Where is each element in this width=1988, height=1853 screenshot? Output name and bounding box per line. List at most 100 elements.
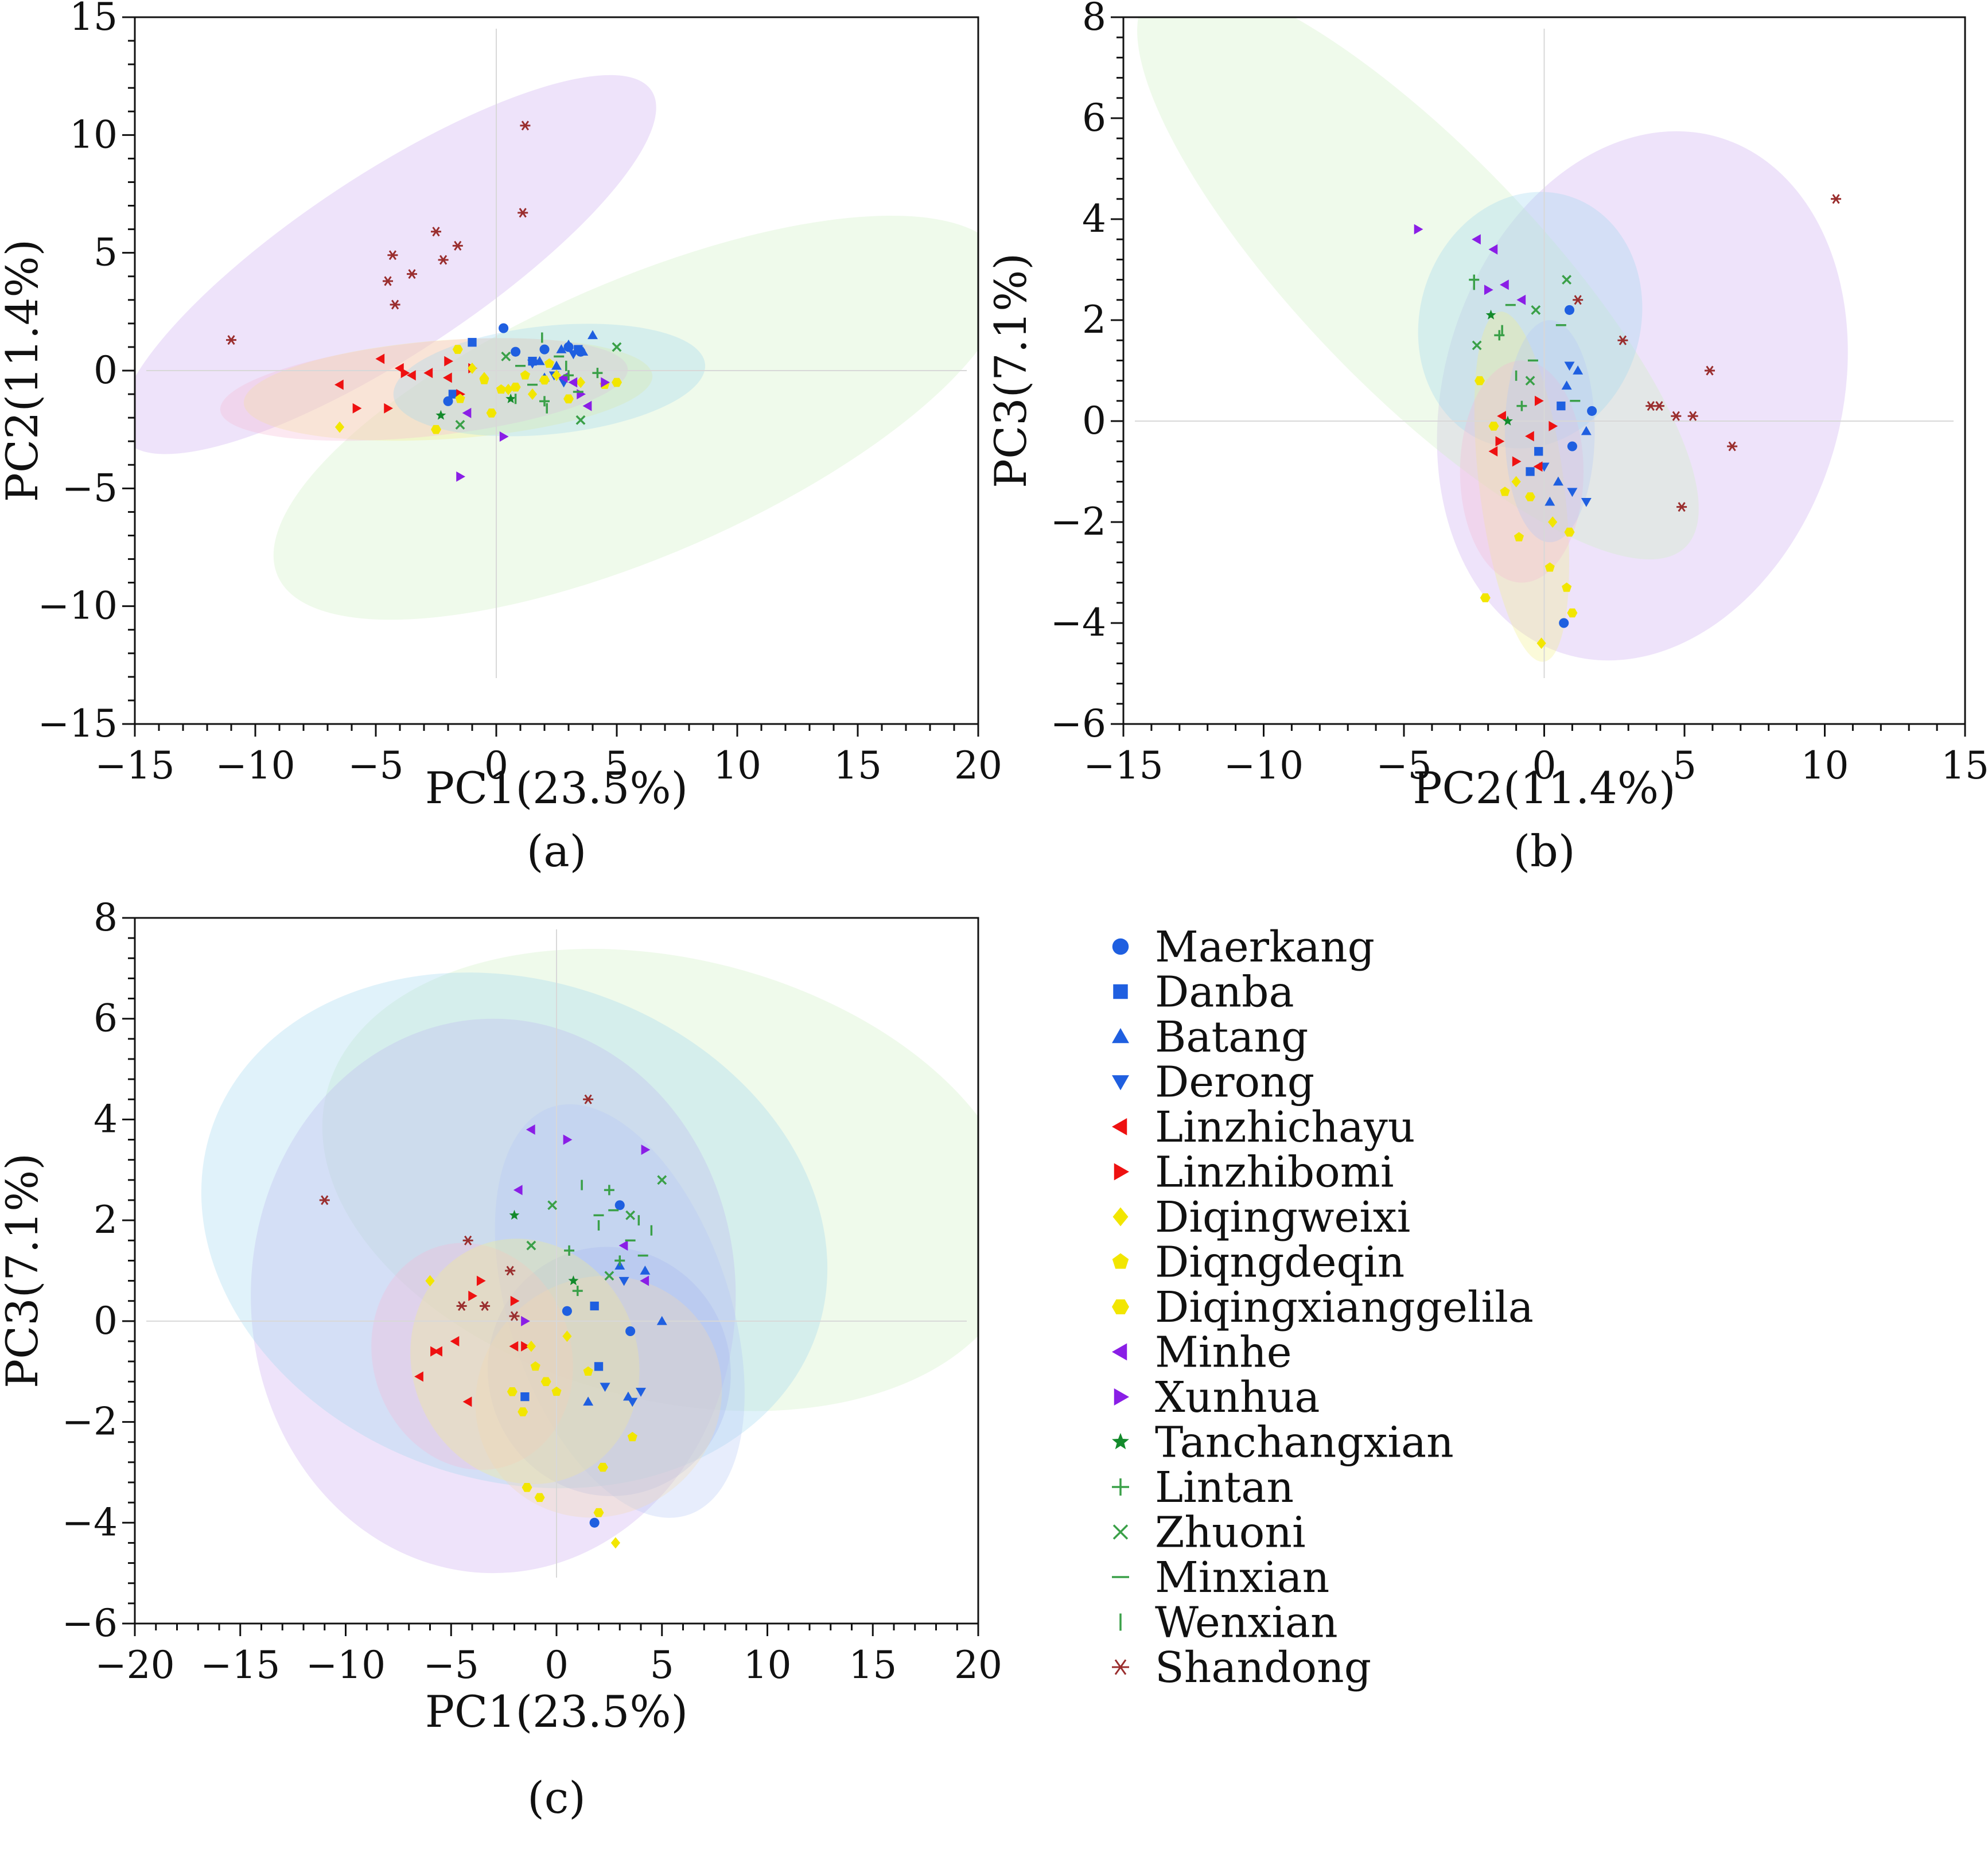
x-tick-label: 5 bbox=[650, 1643, 674, 1687]
data-point-zhuoni bbox=[1562, 275, 1572, 285]
panel-b: −15 −10 −5 0 5 10 15 −6 −4 −2 0 2 4 6 8 PC2(11.4%) PC3(7… bbox=[985, 0, 1988, 877]
x-tick-label: −10 bbox=[306, 1643, 386, 1687]
data-point-derong bbox=[1567, 488, 1578, 497]
data-point-zhuoni bbox=[547, 1200, 558, 1210]
data-point-diqingxianggelila bbox=[522, 1482, 532, 1492]
data-point-maerkang bbox=[625, 1326, 636, 1336]
data-point-shandong bbox=[1831, 194, 1842, 204]
series-xunhua bbox=[1414, 224, 1493, 295]
series-minhe bbox=[513, 1124, 649, 1286]
data-point-diqingxianggelila bbox=[1475, 376, 1485, 386]
data-point-diqingxianggelila bbox=[1567, 608, 1578, 618]
data-point-derong bbox=[527, 359, 538, 369]
series-shandong bbox=[319, 1094, 594, 1321]
x-tick-label: −20 bbox=[95, 1643, 174, 1687]
data-point-derong bbox=[1564, 361, 1575, 371]
series-maerkang bbox=[562, 1200, 636, 1528]
data-point-diqingxianggelila bbox=[563, 394, 574, 404]
legend-marker-tanchangxian bbox=[1112, 1432, 1129, 1450]
data-point-derong bbox=[568, 350, 579, 360]
legend-item-maerkang: Maerkang bbox=[1112, 922, 1375, 972]
data-point-linzhibomi bbox=[521, 1341, 530, 1352]
data-point-diqingxianggelila bbox=[431, 425, 441, 434]
panel-label: (b) bbox=[1514, 826, 1575, 877]
legend: MaerkangDanbaBatangDerongLinzhichayuLinz… bbox=[1112, 922, 1534, 1692]
series-diqingxianggelila bbox=[1475, 376, 1578, 618]
series-lintan bbox=[539, 368, 603, 407]
data-point-xunhua bbox=[499, 431, 509, 442]
data-point-shandong bbox=[383, 276, 393, 286]
y-tick-label: −2 bbox=[1051, 500, 1106, 544]
data-point-lintan bbox=[564, 1245, 575, 1256]
series-xunhua bbox=[521, 1134, 651, 1326]
series-linzhibomi bbox=[430, 1275, 530, 1357]
data-point-shandong bbox=[1705, 365, 1715, 376]
data-point-lintan bbox=[563, 370, 574, 381]
x-axis-title: PC1(23.5%) bbox=[425, 1686, 688, 1737]
data-point-shandong bbox=[1617, 335, 1628, 345]
data-point-linzhibomi bbox=[1534, 395, 1544, 406]
confidence-ellipse-shandong bbox=[135, 75, 656, 454]
confidence-ellipse-diqingweixi bbox=[410, 1239, 640, 1485]
data-point-minhe bbox=[618, 1240, 628, 1251]
legend-item-derong: Derong bbox=[1112, 1058, 1314, 1107]
x-tick-label: −5 bbox=[423, 1643, 479, 1687]
data-point-shandong bbox=[1727, 441, 1738, 451]
panel-b-plot-area bbox=[1135, 17, 1954, 678]
legend-marker-minhe bbox=[1112, 1343, 1127, 1361]
data-point-linzhichayu bbox=[334, 379, 344, 390]
legend-item-lintan: Lintan bbox=[1112, 1463, 1294, 1512]
data-point-zhuoni bbox=[612, 342, 622, 352]
data-point-shandong bbox=[387, 250, 398, 260]
data-point-linzhichayu bbox=[1533, 461, 1543, 472]
data-point-minhe bbox=[1500, 279, 1509, 290]
series-danba bbox=[520, 1301, 604, 1402]
y-tick-label: 15 bbox=[69, 0, 118, 39]
data-point-linzhibomi bbox=[1495, 436, 1505, 447]
y-tick-label: −4 bbox=[1051, 601, 1106, 645]
data-point-shandong bbox=[407, 269, 417, 279]
data-point-diqngdeqin bbox=[479, 375, 489, 384]
data-point-diqngdeqin bbox=[1514, 532, 1524, 542]
data-point-diqingweixi bbox=[575, 376, 586, 388]
y-axis-title: PC3(7.1%) bbox=[0, 1153, 48, 1388]
data-point-diqingxianggelila bbox=[510, 382, 521, 392]
series-shandong bbox=[226, 120, 531, 345]
data-point-shandong bbox=[509, 1311, 520, 1321]
legend-label: Danba bbox=[1155, 968, 1294, 1017]
data-point-xunhua bbox=[601, 377, 610, 388]
series-tanchangxian bbox=[435, 393, 516, 420]
data-point-diqingxianggelila bbox=[1564, 527, 1575, 537]
series-lintan bbox=[564, 1185, 625, 1297]
data-point-linzhichayu bbox=[423, 368, 433, 379]
confidence-ellipse-tanchangxian bbox=[273, 215, 978, 620]
y-tick-label: −4 bbox=[62, 1500, 118, 1544]
data-point-shandong bbox=[226, 335, 236, 345]
data-point-maerkang bbox=[1567, 441, 1577, 451]
data-point-diqingxianggelila bbox=[540, 1377, 551, 1387]
y-tick-label: 4 bbox=[94, 1097, 118, 1141]
data-point-maerkang bbox=[539, 344, 550, 355]
legend-item-tanchangxian: Tanchangxian bbox=[1112, 1418, 1454, 1467]
data-point-diqingxianggelila bbox=[539, 375, 550, 385]
panel-c-plot-area bbox=[146, 929, 978, 1578]
data-point-lintan bbox=[614, 1255, 625, 1266]
y-axis-title: PC3(7.1%) bbox=[985, 253, 1036, 488]
x-tick-label: 15 bbox=[1941, 743, 1988, 788]
data-point-maerkang bbox=[511, 347, 521, 357]
legend-label: Lintan bbox=[1155, 1463, 1294, 1512]
legend-label: Derong bbox=[1155, 1058, 1314, 1107]
legend-label: Shandong bbox=[1155, 1643, 1371, 1692]
confidence-ellipse-maerkang bbox=[495, 1104, 745, 1518]
data-point-diqingxianggelila bbox=[1488, 422, 1499, 431]
data-point-diqngdeqin bbox=[455, 394, 465, 403]
legend-label: Minxian bbox=[1155, 1553, 1329, 1602]
data-point-diqingxianggelila bbox=[612, 377, 622, 387]
legend-label: Maerkang bbox=[1155, 922, 1375, 972]
series-xunhua bbox=[456, 377, 610, 482]
data-point-linzhichayu bbox=[375, 353, 385, 364]
legend-marker-linzhibomi bbox=[1114, 1163, 1129, 1181]
y-tick-label: −6 bbox=[1051, 702, 1106, 746]
data-point-diqingweixi bbox=[527, 388, 538, 400]
data-point-minhe bbox=[462, 407, 472, 418]
